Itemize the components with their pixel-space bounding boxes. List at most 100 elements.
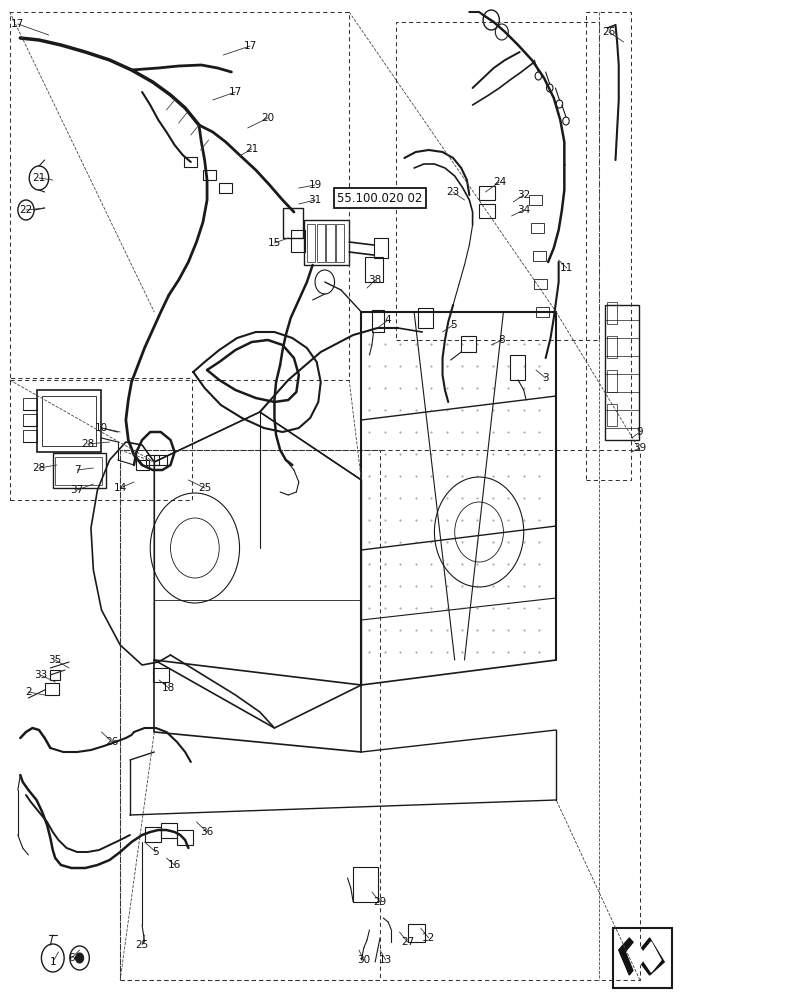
Text: 11: 11 — [560, 263, 573, 273]
Bar — [23, 430, 36, 442]
Text: 55.100.020 02: 55.100.020 02 — [337, 192, 423, 205]
Text: 17: 17 — [11, 19, 24, 29]
Bar — [55, 457, 102, 485]
Bar — [478, 204, 495, 218]
Text: 12: 12 — [422, 933, 435, 943]
Bar — [53, 453, 105, 488]
Text: 24: 24 — [492, 177, 505, 187]
Text: 6: 6 — [68, 953, 75, 963]
Text: 9: 9 — [636, 427, 642, 437]
Text: 19: 19 — [308, 180, 321, 190]
Circle shape — [75, 953, 84, 963]
Bar — [45, 683, 59, 695]
Text: 10: 10 — [95, 423, 108, 433]
Text: 25: 25 — [135, 940, 148, 950]
Bar — [36, 390, 101, 452]
Bar — [373, 238, 388, 258]
Text: 13: 13 — [379, 955, 392, 965]
Bar — [10, 12, 349, 380]
Bar — [607, 370, 616, 392]
Bar — [120, 450, 639, 980]
Text: 37: 37 — [71, 485, 84, 495]
Bar — [290, 230, 305, 252]
Bar — [396, 22, 599, 340]
Bar — [307, 224, 315, 262]
Bar — [478, 186, 495, 200]
Text: 39: 39 — [633, 443, 646, 453]
Text: 25: 25 — [198, 483, 211, 493]
Bar — [535, 307, 548, 317]
Text: 38: 38 — [368, 275, 381, 285]
Text: 17: 17 — [243, 41, 256, 51]
Polygon shape — [618, 938, 663, 975]
Bar — [146, 455, 159, 465]
Text: 31: 31 — [308, 195, 321, 205]
Text: 36: 36 — [200, 827, 213, 837]
Text: 21: 21 — [245, 144, 258, 154]
Text: 2: 2 — [25, 687, 32, 697]
Bar — [316, 224, 324, 262]
Bar — [461, 336, 475, 352]
Text: 5: 5 — [152, 847, 159, 857]
Bar — [219, 183, 232, 193]
Bar — [607, 302, 616, 324]
Bar — [23, 414, 36, 426]
Bar — [10, 378, 192, 500]
Text: 28: 28 — [81, 439, 94, 449]
Text: 26: 26 — [602, 27, 615, 37]
Text: 3: 3 — [542, 373, 548, 383]
Text: 15: 15 — [268, 238, 281, 248]
Bar — [152, 668, 169, 682]
Bar — [203, 170, 216, 180]
Bar — [607, 336, 616, 358]
Bar — [529, 195, 542, 205]
Bar — [135, 460, 148, 470]
Bar — [336, 224, 344, 262]
Text: 14: 14 — [114, 483, 127, 493]
Bar — [184, 157, 197, 167]
Text: 18: 18 — [162, 683, 175, 693]
Text: 26: 26 — [105, 737, 118, 747]
Text: 8: 8 — [498, 335, 504, 345]
Bar — [154, 455, 167, 465]
Bar — [365, 257, 383, 282]
Bar — [144, 827, 161, 842]
Text: 21: 21 — [32, 173, 45, 183]
Bar — [371, 310, 384, 332]
Text: 32: 32 — [517, 190, 530, 200]
Text: 35: 35 — [49, 655, 62, 665]
Text: 4: 4 — [384, 315, 391, 325]
Text: 22: 22 — [19, 205, 32, 215]
Text: 7: 7 — [74, 465, 80, 475]
Text: 5: 5 — [449, 320, 456, 330]
Text: 17: 17 — [229, 87, 242, 97]
Bar — [304, 220, 349, 265]
Text: 28: 28 — [32, 463, 45, 473]
Bar — [534, 279, 547, 289]
Text: 1: 1 — [49, 957, 56, 967]
Bar — [509, 355, 524, 380]
Bar — [161, 823, 177, 838]
Bar — [418, 308, 432, 328]
Bar — [586, 12, 630, 480]
Bar — [604, 305, 638, 440]
Bar — [612, 928, 671, 988]
Text: 33: 33 — [34, 670, 47, 680]
Bar — [282, 208, 303, 238]
Bar — [326, 224, 334, 262]
Bar — [177, 830, 193, 845]
Bar — [120, 450, 380, 980]
Bar — [50, 670, 60, 680]
Bar — [353, 867, 377, 902]
Text: 20: 20 — [261, 113, 274, 123]
Bar — [23, 398, 36, 410]
Text: 29: 29 — [373, 897, 386, 907]
Text: 23: 23 — [446, 187, 459, 197]
Polygon shape — [626, 942, 660, 972]
Bar — [532, 251, 545, 261]
Text: 27: 27 — [401, 937, 414, 947]
Text: 16: 16 — [168, 860, 181, 870]
Bar — [42, 396, 96, 446]
Bar — [407, 924, 425, 942]
Text: 34: 34 — [517, 205, 530, 215]
